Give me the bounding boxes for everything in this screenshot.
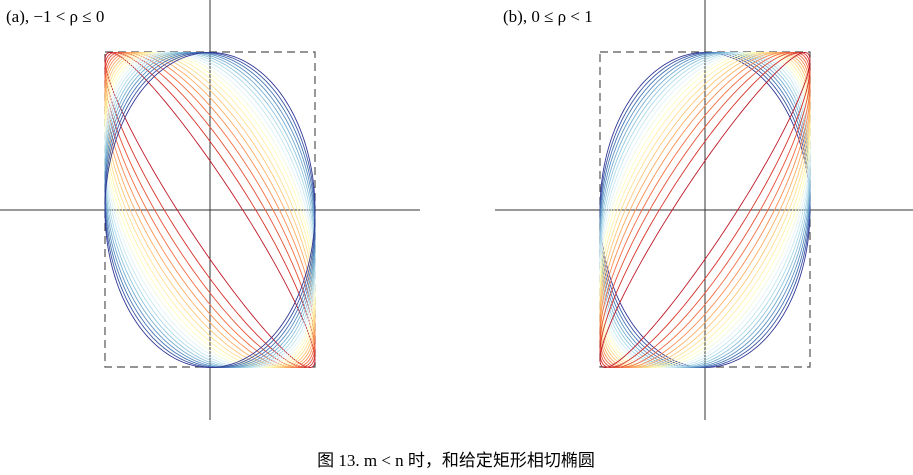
ellipse (599, 52, 811, 368)
ellipse (599, 52, 811, 368)
panel-a: (a), −1 < ρ ≤ 0 (0, 0, 420, 420)
caption: 图 13. m < n 时，和给定矩形相切椭圆 (317, 451, 595, 470)
ellipse (104, 52, 316, 368)
ellipse (104, 52, 316, 368)
panel-label: (b), 0 ≤ ρ < 1 (503, 7, 593, 26)
panel-b: (b), 0 ≤ ρ < 1 (495, 0, 913, 420)
ellipse (599, 52, 811, 368)
ellipse (104, 52, 316, 368)
panel-label: (a), −1 < ρ ≤ 0 (6, 7, 104, 26)
